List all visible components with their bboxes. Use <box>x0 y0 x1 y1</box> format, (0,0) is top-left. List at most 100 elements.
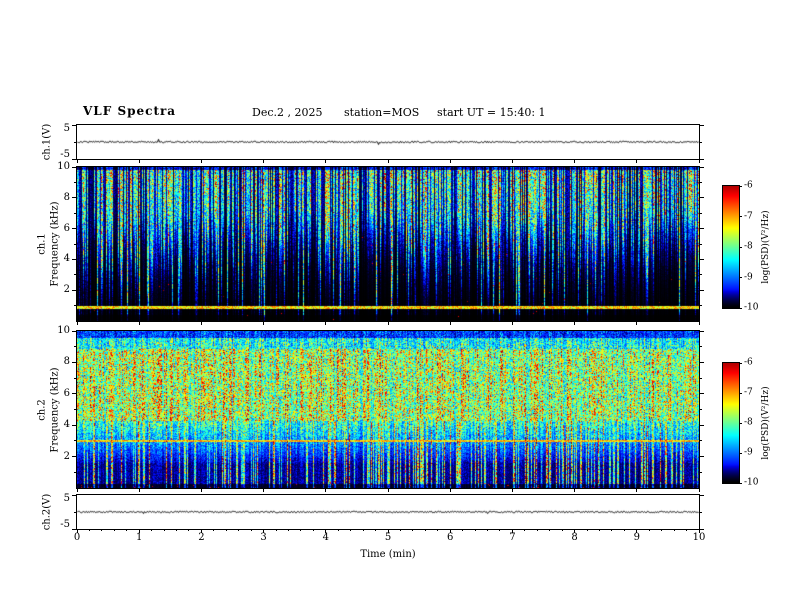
tick-label: -8 <box>744 241 753 252</box>
tick-mark <box>138 321 140 325</box>
tick-mark <box>72 124 76 126</box>
tick-mark <box>263 488 265 492</box>
tick-mark <box>700 528 704 530</box>
tick-label: 10 <box>57 325 70 336</box>
ch1-spectrogram-canvas <box>77 167 699 321</box>
tick-label: 4 <box>63 419 70 431</box>
tick-mark <box>536 529 538 531</box>
tick-mark <box>449 529 451 533</box>
tick-mark <box>574 488 576 492</box>
tick-mark <box>375 529 377 531</box>
tick-mark <box>337 529 339 531</box>
tick-mark <box>449 529 451 531</box>
tick-mark <box>700 456 704 458</box>
tick-mark <box>700 440 702 442</box>
ch1-spectrogram-panel: 10 8 6 4 2 <box>57 162 704 325</box>
tick-mark <box>437 529 439 531</box>
tick-mark <box>72 361 76 363</box>
tick-mark <box>325 488 327 492</box>
tick-mark <box>499 529 501 531</box>
tick-label: 2 <box>198 532 205 543</box>
tick-mark <box>700 393 704 395</box>
colorbar-ch2-gradient <box>723 363 739 483</box>
time-axis-label: Time (min) <box>360 549 416 560</box>
tick-mark <box>673 529 675 531</box>
tick-mark <box>700 181 702 183</box>
tick-mark <box>138 159 140 163</box>
tick-label: 10 <box>692 532 706 543</box>
tick-mark <box>200 529 202 531</box>
tick-mark <box>287 529 289 531</box>
ch1-frequency-axis-label: Frequency (kHz) <box>49 201 61 287</box>
tick-mark <box>700 471 702 473</box>
tick-label: 8 <box>63 356 70 368</box>
tick-mark <box>74 243 76 245</box>
tick-mark <box>574 529 576 533</box>
tick-mark <box>700 377 702 379</box>
tick-mark <box>126 529 128 531</box>
tick-mark <box>739 277 742 278</box>
tick-mark <box>698 529 700 533</box>
tick-mark <box>561 529 563 531</box>
tick-mark <box>739 307 742 309</box>
tick-mark <box>200 321 202 325</box>
tick-mark <box>72 228 76 230</box>
tick-mark <box>574 529 576 531</box>
tick-mark <box>325 529 327 533</box>
tick-mark <box>200 159 202 163</box>
tick-mark <box>200 488 202 492</box>
tick-mark <box>238 529 240 531</box>
tick-mark <box>138 529 140 533</box>
tick-mark <box>72 330 76 332</box>
tick-label: 1 <box>136 532 143 543</box>
tick-mark <box>74 511 76 513</box>
tick-mark <box>74 274 76 276</box>
tick-mark <box>574 321 576 325</box>
tick-mark <box>700 158 704 160</box>
tick-mark <box>213 529 215 531</box>
tick-mark <box>739 422 742 424</box>
tick-mark <box>449 159 451 163</box>
tick-mark <box>74 305 76 307</box>
tick-label: -5 <box>60 519 70 530</box>
tick-label: 6 <box>447 532 454 543</box>
ch2-waveform-canvas <box>77 495 699 529</box>
tick-mark <box>636 321 638 325</box>
tick-mark <box>76 488 78 492</box>
tick-mark <box>72 158 76 160</box>
ch1-waveform-canvas <box>77 125 699 159</box>
tick-mark <box>623 529 625 531</box>
tick-mark <box>549 529 551 531</box>
tick-mark <box>74 346 76 348</box>
tick-mark <box>698 321 700 325</box>
tick-mark <box>74 141 76 143</box>
ch1-voltage-panel: 5 -5 <box>60 124 704 163</box>
tick-mark <box>511 488 513 492</box>
tick-mark <box>424 529 426 531</box>
tick-mark <box>163 529 165 531</box>
tick-mark <box>661 529 663 531</box>
tick-mark <box>350 529 352 531</box>
tick-mark <box>636 159 638 163</box>
tick-mark <box>72 494 76 496</box>
tick-mark <box>72 528 76 530</box>
tick-mark <box>412 529 414 531</box>
plot-title: VLF Spectra <box>83 104 177 118</box>
tick-mark <box>387 529 389 531</box>
ch2-frequency-axis-label: Frequency (kHz) <box>49 367 61 453</box>
tick-mark <box>698 529 700 531</box>
tick-mark <box>739 392 742 394</box>
tick-mark <box>511 159 513 163</box>
tick-label: -10 <box>744 477 759 488</box>
tick-mark <box>700 141 702 143</box>
tick-mark <box>263 529 265 531</box>
tick-mark <box>700 424 704 426</box>
tick-mark <box>72 166 76 168</box>
tick-mark <box>387 159 389 163</box>
tick-mark <box>362 529 364 531</box>
tick-mark <box>138 488 140 492</box>
tick-mark <box>511 321 513 325</box>
tick-mark <box>636 529 638 533</box>
tick-mark <box>700 409 702 410</box>
